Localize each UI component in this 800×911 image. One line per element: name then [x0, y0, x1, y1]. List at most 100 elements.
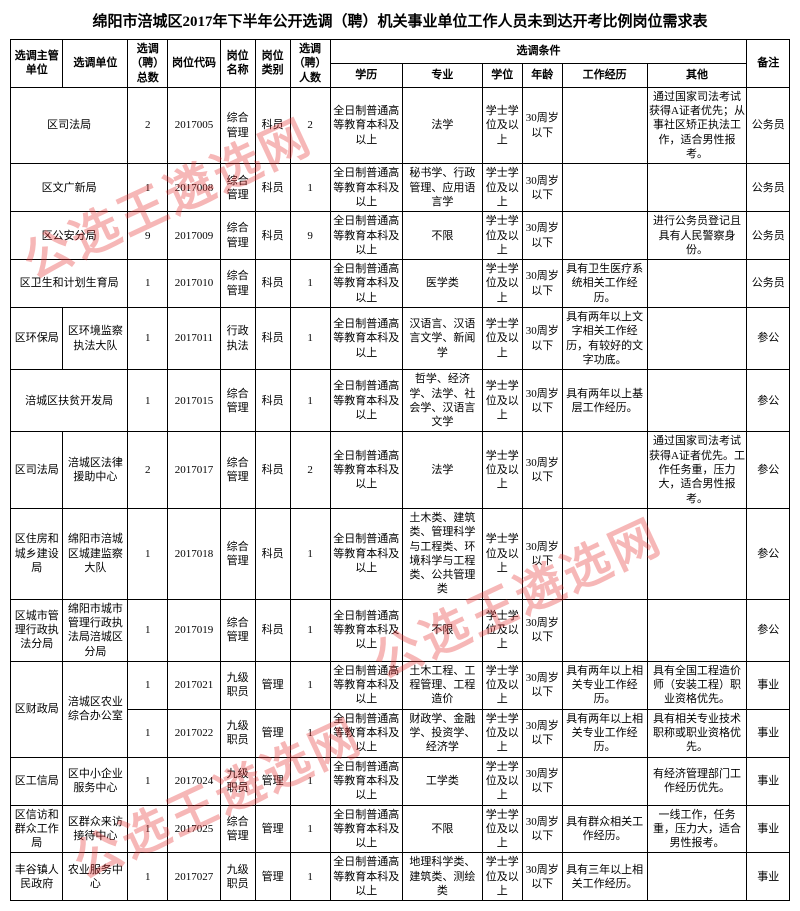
table-cell: 学士学位及以上: [482, 757, 522, 805]
table-cell: 全日制普通高等教育本科及以上: [330, 87, 402, 163]
table-cell: 综合管理: [220, 508, 255, 599]
table-cell: [562, 212, 647, 260]
th-code: 岗位代码: [168, 40, 220, 88]
table-cell: 区文广新局: [11, 164, 128, 212]
th-major: 专业: [402, 63, 482, 87]
table-cell: 参公: [747, 508, 790, 599]
table-cell: 管理: [255, 709, 290, 757]
table-cell: 2017009: [168, 212, 220, 260]
table-cell: 2: [128, 87, 168, 163]
table-row: 区工信局区中小企业服务中心12017024九级职员管理1全日制普通高等教育本科及…: [11, 757, 790, 805]
table-cell: [562, 508, 647, 599]
table-cell: 1: [128, 308, 168, 370]
table-cell: 2: [290, 87, 330, 163]
table-cell: 工学类: [402, 757, 482, 805]
table-cell: 综合管理: [220, 164, 255, 212]
table-cell: 1: [290, 308, 330, 370]
table-cell: 学士学位及以上: [482, 260, 522, 308]
table-cell: 学士学位及以上: [482, 508, 522, 599]
table-cell: 1: [128, 709, 168, 757]
table-cell: 管理: [255, 757, 290, 805]
table-cell: 管理: [255, 805, 290, 853]
table-cell: 1: [290, 508, 330, 599]
th-other: 其他: [647, 63, 747, 87]
table-cell: 学士学位及以上: [482, 432, 522, 508]
table-cell: [562, 164, 647, 212]
table-row: 12017022九级职员管理1全日制普通高等教育本科及以上财政学、金融学、投资学…: [11, 709, 790, 757]
table-cell: 科员: [255, 370, 290, 432]
table-cell: 1: [290, 370, 330, 432]
th-total: 选调（聘）总数: [128, 40, 168, 88]
table-cell: 不限: [402, 805, 482, 853]
table-cell: 2017005: [168, 87, 220, 163]
table-cell: 30周岁以下: [522, 164, 562, 212]
table-cell: 30周岁以下: [522, 805, 562, 853]
table-cell: 不限: [402, 599, 482, 661]
table-cell: 全日制普通高等教育本科及以上: [330, 432, 402, 508]
table-cell: 区工信局: [11, 757, 63, 805]
table-cell: 科员: [255, 599, 290, 661]
table-row: 区司法局22017005综合管理科员2全日制普通高等教育本科及以上法学学士学位及…: [11, 87, 790, 163]
table-cell: 土木工程、工程管理、工程造价: [402, 661, 482, 709]
table-row: 区信访和群众工作局区群众来访接待中心12017025综合管理管理1全日制普通高等…: [11, 805, 790, 853]
table-cell: 2017008: [168, 164, 220, 212]
th-exp: 工作经历: [562, 63, 647, 87]
page-title: 绵阳市涪城区2017年下半年公开选调（聘）机关事业单位工作人员未到达开考比例岗位…: [10, 10, 790, 31]
table-cell: 1: [128, 164, 168, 212]
table-cell: 2017025: [168, 805, 220, 853]
th-dept: 选调主管单位: [11, 40, 63, 88]
table-cell: 1: [290, 260, 330, 308]
table-cell: 科员: [255, 432, 290, 508]
table-cell: 2017019: [168, 599, 220, 661]
table-cell: 科员: [255, 212, 290, 260]
table-cell: 全日制普通高等教育本科及以上: [330, 212, 402, 260]
table-cell: 学士学位及以上: [482, 370, 522, 432]
table-cell: [647, 164, 747, 212]
table-cell: [647, 508, 747, 599]
table-cell: 科员: [255, 508, 290, 599]
th-age: 年龄: [522, 63, 562, 87]
table-cell: 公务员: [747, 87, 790, 163]
table-cell: 进行公务员登记且具有人民警察身份。: [647, 212, 747, 260]
table-cell: 公务员: [747, 164, 790, 212]
table-cell: 学士学位及以上: [482, 87, 522, 163]
table-cell: 区住房和城乡建设局: [11, 508, 63, 599]
table-cell: 区城市管理行政执法分局: [11, 599, 63, 661]
table-cell: 医学类: [402, 260, 482, 308]
table-cell: 2: [128, 432, 168, 508]
table-row: 区文广新局12017008综合管理科员1全日制普通高等教育本科及以上秘书学、行政…: [11, 164, 790, 212]
table-cell: 学士学位及以上: [482, 661, 522, 709]
table-cell: [647, 308, 747, 370]
table-cell: 1: [290, 709, 330, 757]
table-cell: 涪城区法律援助中心: [63, 432, 128, 508]
table-cell: [647, 370, 747, 432]
table-row: 区环保局区环境监察执法大队12017011行政执法科员1全日制普通高等教育本科及…: [11, 308, 790, 370]
table-cell: 秘书学、行政管理、应用语言学: [402, 164, 482, 212]
table-cell: 2: [290, 432, 330, 508]
jobs-table: 选调主管单位 选调单位 选调（聘）总数 岗位代码 岗位名称 岗位类别 选调（聘）…: [10, 39, 790, 901]
table-cell: 科员: [255, 87, 290, 163]
table-cell: 学士学位及以上: [482, 212, 522, 260]
table-cell: 学士学位及以上: [482, 164, 522, 212]
table-cell: 区公安分局: [11, 212, 128, 260]
table-cell: 绵阳市涪城区城建监察大队: [63, 508, 128, 599]
table-cell: 学士学位及以上: [482, 805, 522, 853]
table-cell: 区财政局: [11, 661, 63, 757]
table-row: 区城市管理行政执法分局绵阳市城市管理行政执法局涪城区分局12017019综合管理…: [11, 599, 790, 661]
table-cell: 具有全国工程造价师（安装工程）职业资格优先。: [647, 661, 747, 709]
table-cell: 汉语言、汉语言文学、新闻学: [402, 308, 482, 370]
table-cell: 1: [128, 370, 168, 432]
th-cond: 选调条件: [330, 40, 747, 64]
table-cell: 科员: [255, 308, 290, 370]
table-cell: [562, 599, 647, 661]
table-cell: 30周岁以下: [522, 212, 562, 260]
table-cell: 全日制普通高等教育本科及以上: [330, 661, 402, 709]
table-cell: 参公: [747, 308, 790, 370]
th-edu: 学历: [330, 63, 402, 87]
table-cell: 区信访和群众工作局: [11, 805, 63, 853]
table-cell: 2017015: [168, 370, 220, 432]
table-cell: 具有相关专业技术职称或职业资格优先。: [647, 709, 747, 757]
table-cell: 9: [128, 212, 168, 260]
table-cell: 绵阳市城市管理行政执法局涪城区分局: [63, 599, 128, 661]
table-cell: 不限: [402, 212, 482, 260]
